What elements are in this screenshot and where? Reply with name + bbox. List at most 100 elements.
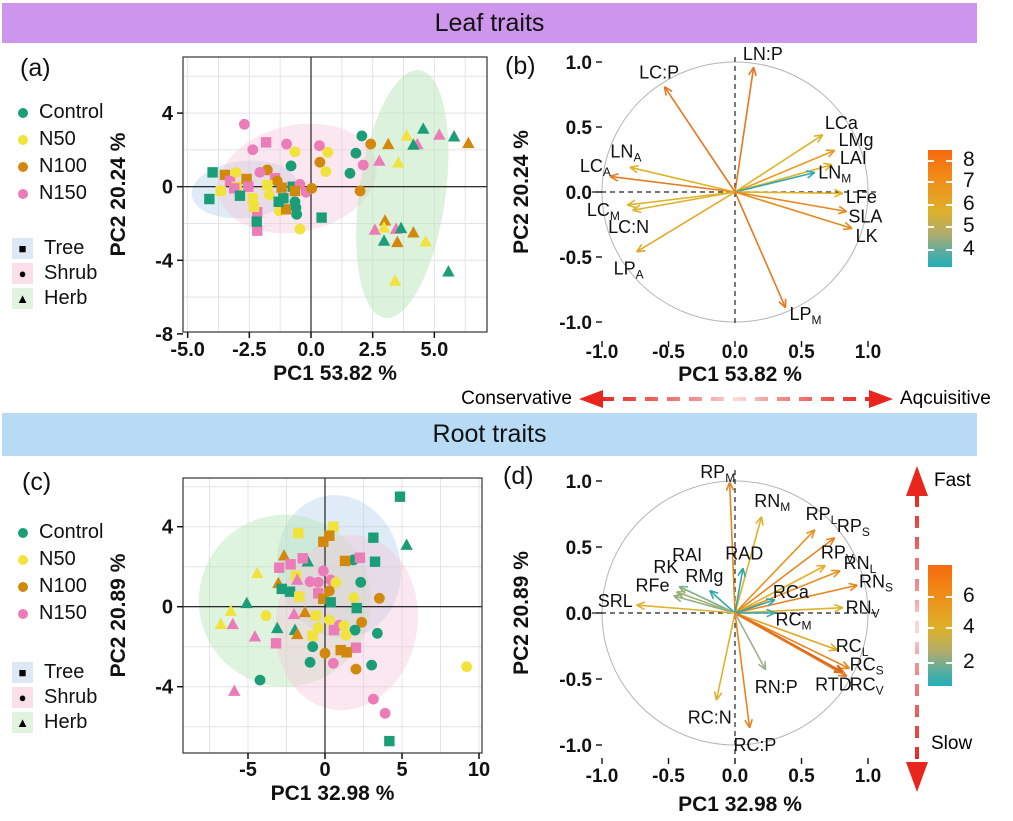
legend-item: ● Shrub [10, 261, 97, 286]
y-tick-label: 0.0 [566, 183, 592, 204]
data-point [284, 586, 296, 597]
arrowhead [833, 570, 841, 578]
data-point [341, 647, 352, 658]
trait-label: RFe [636, 575, 670, 595]
legend-c-treatments: Control N50 N100 N150 [10, 519, 103, 627]
trait-label: RCa [773, 582, 810, 602]
tree-swatch-icon: ■ [12, 238, 33, 259]
trait-label: RPM [700, 462, 735, 485]
x-tick-label: 0.0 [297, 339, 325, 361]
arrowhead [629, 164, 639, 169]
arrowhead [664, 86, 673, 93]
colorbar-tick [928, 203, 934, 206]
data-point [254, 674, 266, 686]
x-tick-label: 0.0 [722, 766, 748, 787]
arrowhead [778, 301, 787, 309]
data-point [373, 592, 385, 604]
control-marker-icon [18, 107, 28, 118]
data-point [348, 592, 360, 604]
trait-label: RNM [754, 491, 790, 514]
panel-a-letter: (a) [20, 54, 51, 82]
trait-label: LPM [789, 304, 821, 327]
legend-item: ■ Tree [10, 236, 97, 261]
data-point [214, 617, 227, 630]
data-point [270, 638, 282, 649]
loading-arrow [734, 529, 816, 614]
loading-arrow [734, 134, 824, 193]
colorbar-tick-label: 4 [963, 237, 975, 261]
data-point [280, 204, 292, 215]
data-point [304, 576, 316, 588]
shrub-shape-icon: ● [18, 266, 27, 281]
legend-item: N100 [10, 573, 103, 600]
arrowhead [765, 598, 775, 601]
arrowhead [673, 595, 682, 603]
y-axis-label: PC2 20.89 % [107, 553, 130, 677]
data-point [368, 223, 382, 235]
data-point [356, 616, 368, 628]
trait-label: RNS [859, 571, 893, 594]
loading-arrow [734, 191, 847, 213]
plot-border [182, 477, 483, 754]
data-point [312, 576, 324, 588]
arrowhead [838, 205, 848, 213]
arrowhead [636, 601, 646, 606]
trait-label: SRL [598, 591, 633, 611]
trait-label: RCS [850, 654, 884, 677]
data-point [344, 167, 356, 179]
n50-marker-icon [18, 134, 28, 145]
data-point [407, 138, 420, 150]
colorbar-tick [946, 180, 952, 183]
data-point [252, 225, 263, 236]
arrowhead [828, 649, 838, 652]
shrub-shape-icon: ● [18, 690, 27, 705]
data-point [234, 190, 246, 201]
x-tick-label: -1.0 [586, 766, 619, 787]
y-tick-label: -4 [155, 677, 174, 699]
herb-swatch-icon: ▲ [12, 712, 33, 733]
x-tick-label: -0.5 [652, 342, 685, 363]
x-tick-label: 10 [468, 759, 490, 781]
y-tick-label: -4 [155, 250, 174, 272]
loading-arrow [734, 612, 838, 651]
arrowhead [829, 537, 836, 547]
trait-label: LMg [839, 130, 874, 150]
x-axis-label: PC1 32.98 % [271, 782, 395, 805]
arrowhead [673, 593, 683, 597]
loading-arrow [734, 612, 848, 678]
y-tick-label: 4 [162, 103, 174, 125]
y-tick-label: -8 [155, 324, 173, 346]
arrowhead [806, 529, 816, 534]
panel-b-plot: -1.0 -0.5 0.0 0.5 1.0 1.0 0.5 0.0 -0.5 -1.0 LN:P LC… [510, 44, 882, 386]
conservative-label: Conservative [461, 388, 572, 409]
data-point [285, 160, 297, 172]
data-point [323, 585, 335, 597]
loading-arrow [715, 612, 736, 701]
y-tick-label: -1.0 [559, 736, 592, 757]
data-point [260, 137, 272, 148]
panel-d-plot: -1.0 -0.5 0.0 0.5 1.0 1.0 0.5 0.0 -0.5 -1.0 RPM RNM… [510, 462, 893, 816]
arrowhead [842, 661, 850, 669]
arrowhead [632, 209, 642, 214]
arrowhead [844, 221, 853, 230]
data-point [318, 593, 329, 605]
colorbar-tick [928, 626, 934, 629]
herb-swatch-icon: ▲ [12, 288, 33, 309]
data-point [281, 138, 292, 150]
data-point [306, 182, 318, 194]
data-point [384, 735, 395, 747]
data-point [204, 193, 215, 205]
data-point [377, 221, 391, 233]
colorbar-tick [928, 180, 934, 183]
legend-label: Control [39, 101, 104, 123]
trait-label: RCL [836, 636, 869, 659]
data-point [349, 624, 361, 636]
colorbar-tick-label: 6 [963, 583, 975, 607]
data-point [442, 265, 455, 277]
data-point [350, 663, 362, 675]
trait-label: LAI [840, 148, 867, 168]
data-point [260, 610, 272, 622]
colorbar-tick [928, 159, 934, 162]
colorbar-root-gradient [928, 565, 952, 686]
